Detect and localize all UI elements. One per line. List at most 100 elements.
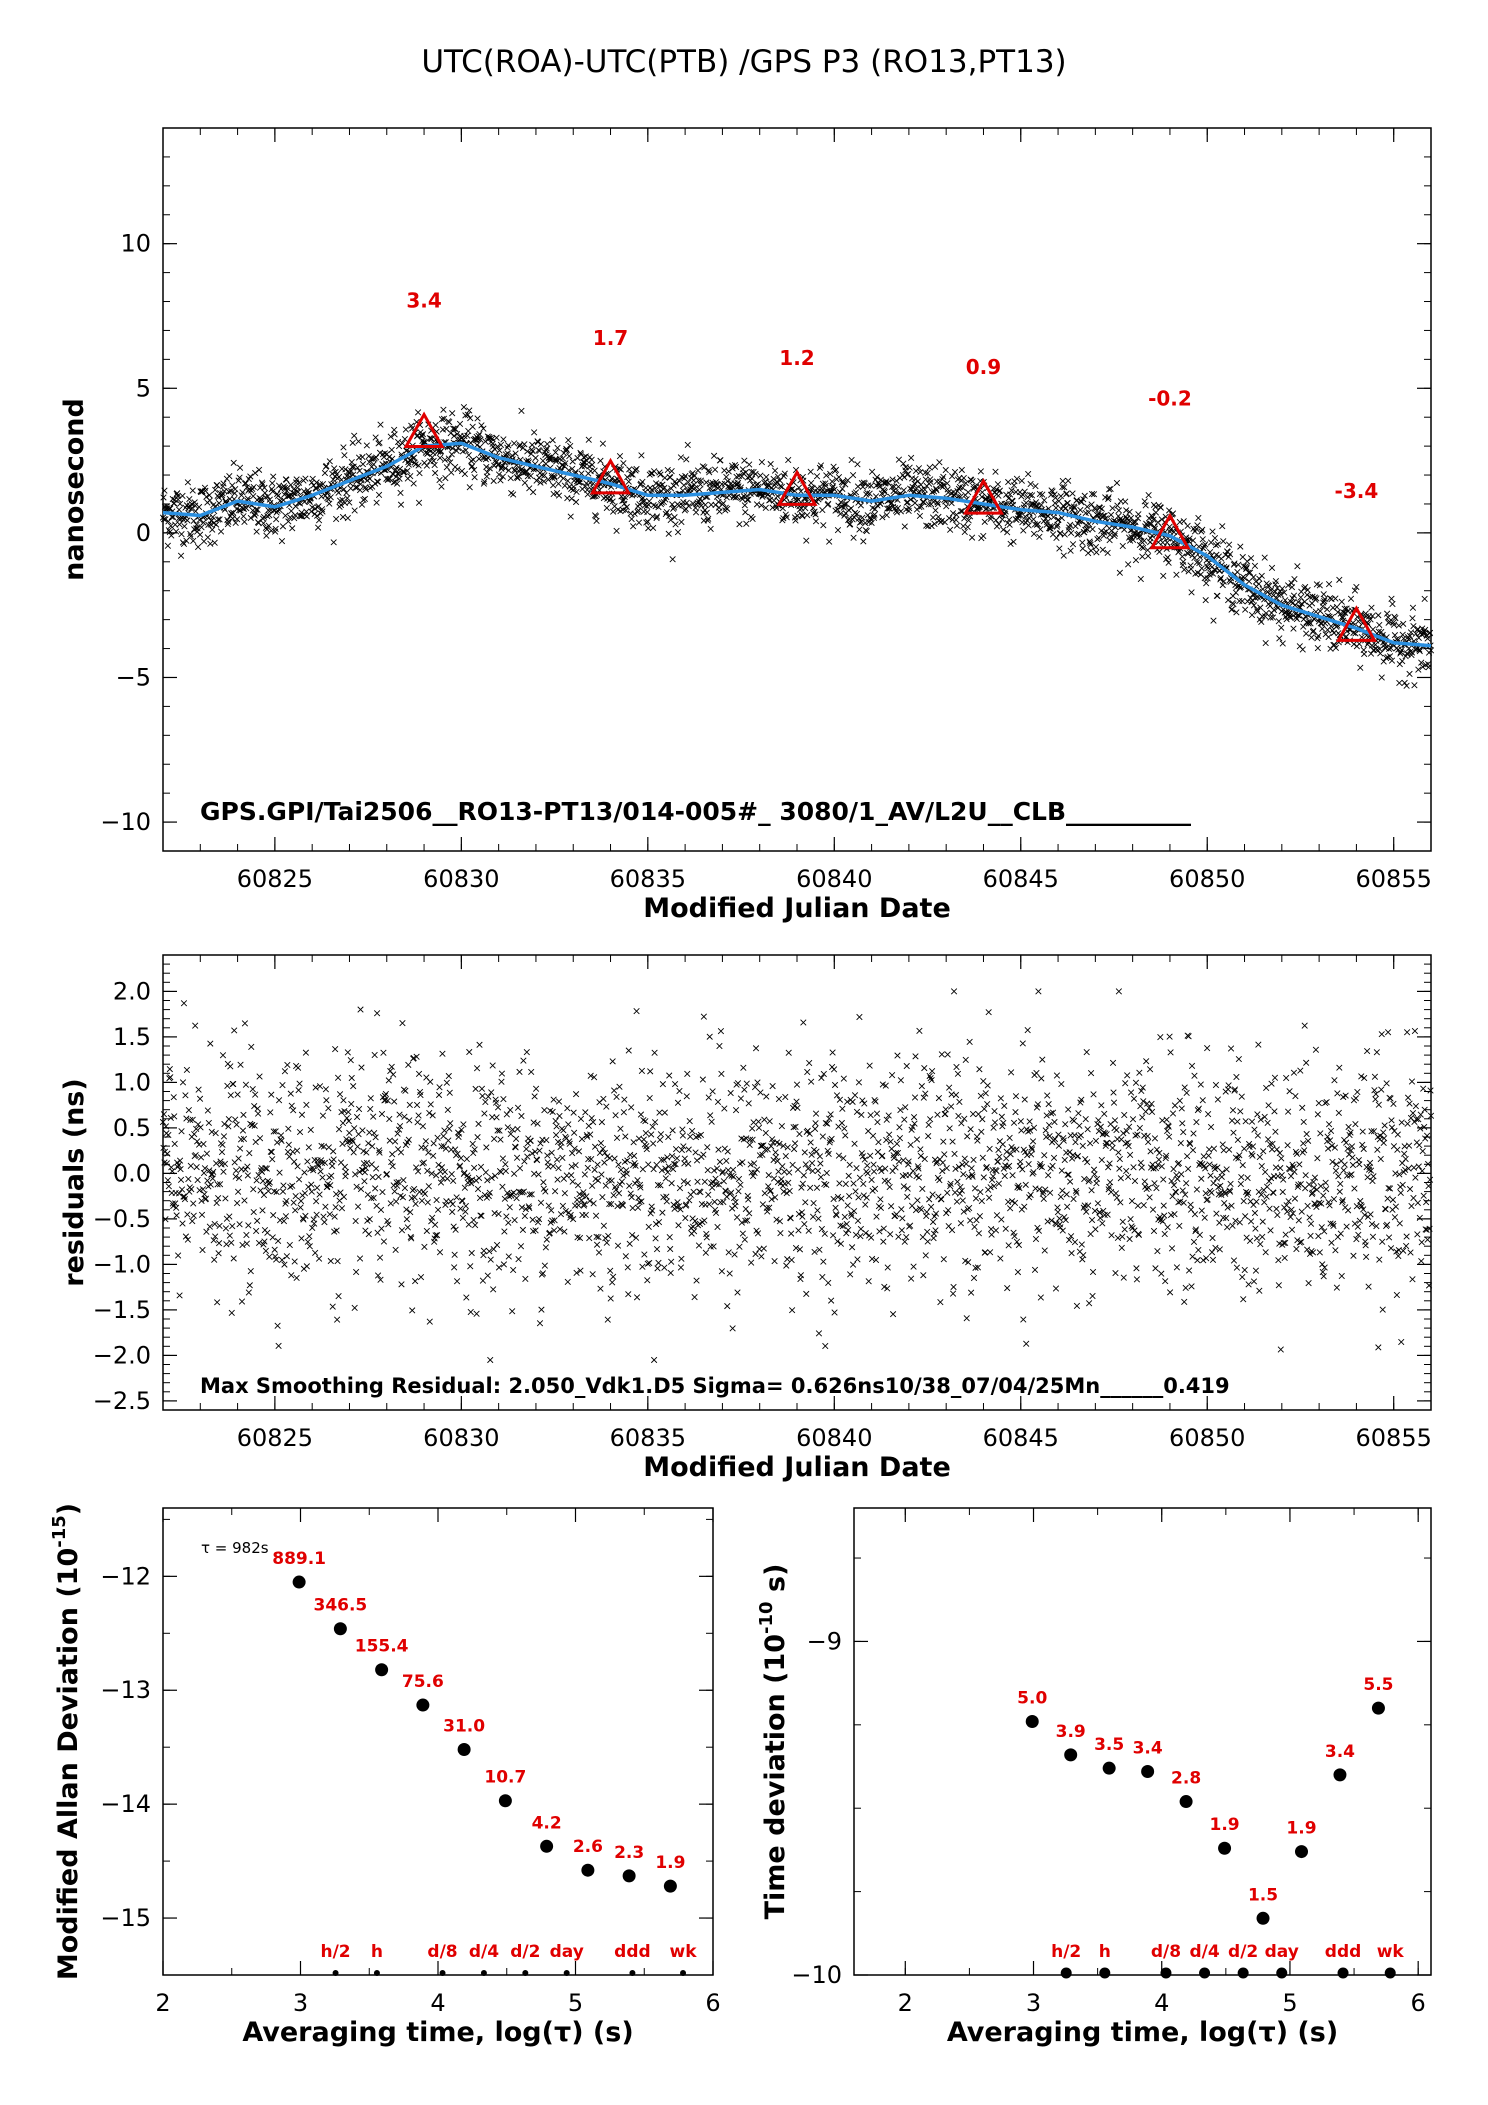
residuals-data-point — [401, 1113, 408, 1120]
main-data-point — [385, 475, 392, 483]
residuals-data-point — [581, 1171, 588, 1178]
main-data-point — [189, 487, 196, 494]
residuals-data-point — [650, 1356, 658, 1364]
residuals-data-point — [450, 1177, 457, 1184]
residuals-data-point — [493, 1241, 501, 1249]
residuals-data-point — [203, 1150, 211, 1157]
residuals-data-point — [777, 1230, 784, 1237]
main-data-point — [987, 515, 994, 522]
residuals-data-point — [474, 1185, 482, 1193]
residuals-data-point — [461, 1184, 469, 1191]
main-data-point — [1250, 602, 1258, 609]
residuals-data-point — [308, 1181, 315, 1188]
residuals-data-point — [290, 1199, 297, 1206]
main-data-point — [397, 501, 405, 508]
main-data-point — [881, 487, 888, 494]
residuals-data-point — [303, 1263, 310, 1270]
main-data-point — [447, 459, 454, 466]
residuals-data-point — [801, 1149, 808, 1156]
main-data-point — [507, 475, 514, 482]
main-data-point — [866, 490, 873, 497]
main-data-point — [1025, 522, 1032, 529]
residuals-data-point — [865, 1278, 872, 1285]
main-data-point — [993, 486, 1000, 493]
residuals-x-tick-label: 60825 — [237, 1424, 313, 1452]
residuals-data-point — [491, 1210, 498, 1217]
residuals-data-point — [543, 1137, 550, 1144]
residuals-data-point — [1079, 1142, 1086, 1149]
main-data-point — [540, 478, 548, 485]
main-data-point — [1210, 617, 1217, 624]
main-data-point — [359, 461, 367, 468]
residuals-data-point — [450, 1223, 457, 1230]
main-data-point — [771, 482, 778, 489]
main-y-tick-label: −5 — [116, 663, 151, 691]
residuals-data-point — [259, 1177, 267, 1185]
residuals-data-point — [344, 1049, 351, 1056]
residuals-data-point — [898, 1227, 905, 1234]
main-data-point — [803, 537, 810, 544]
residuals-data-point — [888, 1203, 895, 1210]
residuals-data-point — [800, 1172, 807, 1179]
residuals-data-point — [946, 1125, 953, 1132]
residuals-data-point — [934, 1111, 941, 1118]
main-data-point — [552, 458, 560, 465]
main-data-point — [476, 430, 483, 438]
main-data-point — [593, 517, 600, 525]
residuals-data-point — [591, 1143, 599, 1150]
main-data-point — [1122, 498, 1129, 505]
residuals-data-point — [914, 1197, 921, 1204]
residuals-data-point — [1055, 1142, 1063, 1149]
main-data-point — [645, 525, 652, 532]
main-data-point — [922, 469, 929, 476]
main-data-point — [264, 493, 271, 500]
residuals-data-point — [938, 1196, 945, 1203]
main-data-point — [931, 520, 938, 528]
residuals-data-point — [600, 1222, 607, 1229]
residuals-data-point — [788, 1230, 795, 1237]
main-data-point — [1300, 623, 1307, 630]
main-data-point — [720, 500, 727, 507]
residuals-data-point — [253, 1177, 260, 1184]
main-data-point — [440, 415, 448, 422]
residuals-data-point — [854, 1256, 861, 1263]
main-data-point — [230, 459, 237, 466]
main-data-point — [1268, 564, 1276, 572]
residuals-data-point — [572, 1091, 580, 1098]
residuals-data-point — [365, 1231, 372, 1238]
residuals-data-point — [1001, 1102, 1008, 1110]
residuals-data-point — [201, 1191, 208, 1198]
residuals-data-point — [600, 1095, 607, 1102]
residuals-data-point — [1027, 1191, 1034, 1199]
residuals-data-point — [629, 1232, 636, 1239]
residuals-data-point — [757, 1089, 764, 1096]
residuals-data-point — [436, 1084, 443, 1091]
residuals-data-point — [1020, 1316, 1027, 1323]
residuals-data-point — [446, 1089, 453, 1096]
residuals-data-point — [1061, 1156, 1068, 1164]
residuals-x-tick-label: 60845 — [983, 1424, 1059, 1452]
residuals-data-point — [215, 1250, 222, 1257]
residuals-data-point — [333, 1227, 340, 1234]
residuals-data-point — [353, 1268, 360, 1276]
residuals-data-point — [794, 1104, 801, 1112]
residuals-data-point — [1099, 1220, 1106, 1227]
main-data-point — [1077, 506, 1084, 514]
residuals-data-point — [313, 1198, 320, 1205]
residuals-data-point — [223, 1241, 230, 1248]
residuals-data-point — [398, 1281, 405, 1288]
main-data-point — [860, 538, 867, 545]
main-data-point — [445, 455, 452, 462]
main-data-point — [166, 528, 173, 536]
residuals-data-point — [1049, 1109, 1057, 1116]
residuals-data-point — [1029, 1138, 1037, 1145]
main-data-point — [295, 479, 303, 486]
residuals-data-point — [637, 1111, 645, 1118]
residuals-data-point — [392, 1246, 399, 1254]
residuals-data-point — [831, 1081, 839, 1089]
main-data-point — [427, 435, 434, 442]
residuals-data-point — [438, 1164, 446, 1171]
main-data-point — [964, 523, 971, 531]
residuals-data-point — [869, 1132, 877, 1139]
main-data-point — [438, 483, 445, 490]
